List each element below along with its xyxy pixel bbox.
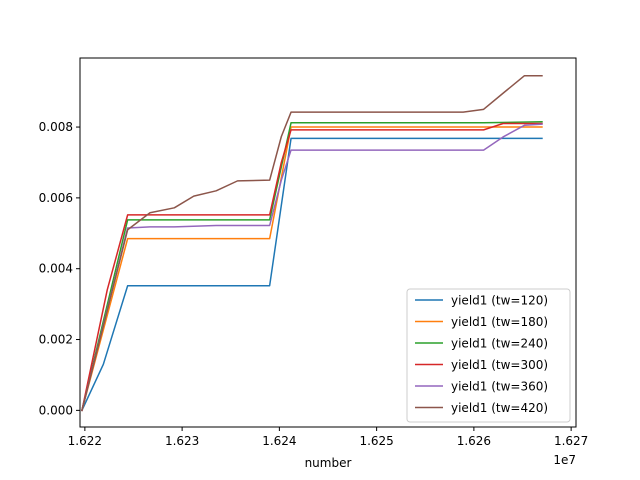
series-line-3 bbox=[81, 120, 543, 412]
y-tick-label: 0.008 bbox=[39, 120, 73, 134]
legend-label-5: yield1 (tw=360) bbox=[451, 380, 548, 394]
series-layer bbox=[80, 74, 543, 412]
series-line-6 bbox=[81, 74, 543, 412]
y-tick-label: 0.006 bbox=[39, 191, 73, 205]
y-tick-label: 0.004 bbox=[39, 262, 73, 276]
series-line-2 bbox=[81, 126, 543, 412]
x-tick-label: 1.627 bbox=[554, 434, 588, 448]
x-tick-label: 1.624 bbox=[262, 434, 296, 448]
series-line-5 bbox=[81, 123, 543, 412]
x-axis-label: number bbox=[305, 456, 352, 470]
series-line-4 bbox=[81, 122, 543, 412]
x-tick-label: 1.626 bbox=[457, 434, 491, 448]
legend-label-2: yield1 (tw=180) bbox=[451, 315, 548, 329]
series-line-1 bbox=[80, 137, 543, 412]
legend-label-3: yield1 (tw=240) bbox=[451, 337, 548, 351]
axes-layer: 1.622 1.623 1.624 1.625 1.626 1.627 0.000 0.002… bbox=[39, 57, 588, 448]
legend-label-4: yield1 (tw=300) bbox=[451, 358, 548, 372]
legend-label-1: yield1 (tw=120) bbox=[451, 294, 548, 308]
y-tick-label: 0.002 bbox=[39, 333, 73, 347]
y-tick-label: 0.000 bbox=[39, 403, 73, 417]
x-axis-offset-label: 1e7 bbox=[553, 453, 576, 467]
legend-box bbox=[406, 288, 571, 423]
legend-label-6: yield1 (tw=420) bbox=[451, 401, 548, 415]
x-tick-label: 1.622 bbox=[68, 434, 102, 448]
plot-frame bbox=[79, 57, 577, 428]
legend: yield1 (tw=120) yield1 (tw=180) yield1 (tw… bbox=[406, 288, 571, 423]
x-tick-label: 1.625 bbox=[359, 434, 393, 448]
x-tick-label: 1.623 bbox=[165, 434, 199, 448]
